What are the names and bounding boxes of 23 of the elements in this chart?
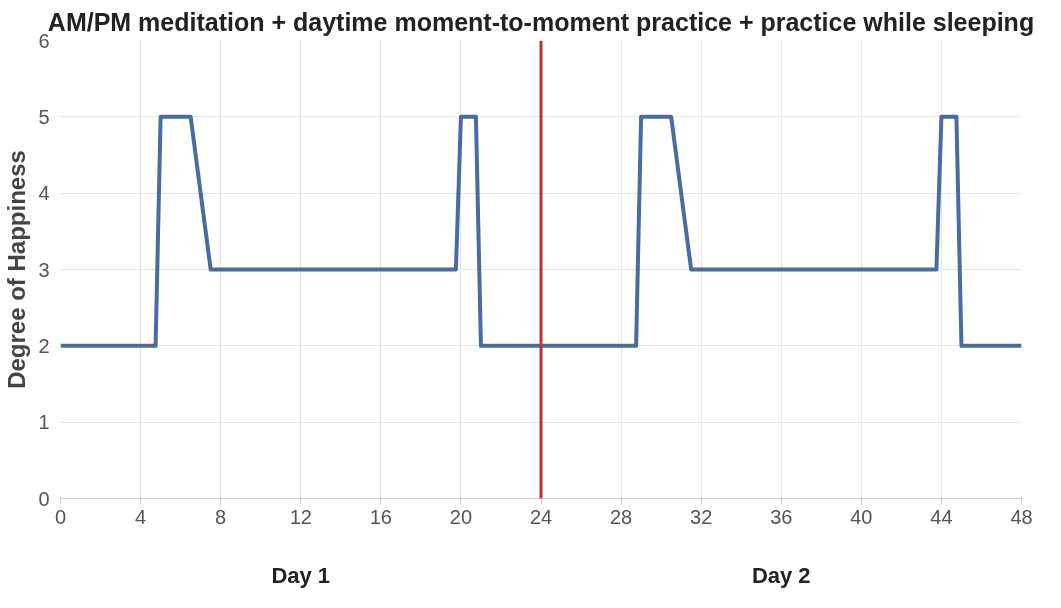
x-tick-label: 16 — [369, 505, 392, 528]
x-tick-label: 40 — [850, 505, 873, 528]
y-tick-label: 2 — [38, 334, 50, 357]
y-tick-label: 0 — [38, 487, 50, 510]
x-tick-label: 44 — [930, 505, 953, 528]
y-tick-label: 3 — [38, 258, 50, 281]
x-tick-label: 8 — [215, 505, 227, 528]
x-tick-label: 12 — [289, 505, 312, 528]
text: Day 2 — [751, 562, 811, 588]
x-tick-label: 32 — [690, 505, 713, 528]
text: Day 1 — [271, 562, 331, 588]
x-tick-label: 4 — [135, 505, 147, 528]
x-tick-label: 20 — [449, 505, 473, 528]
x-tick-label: 24 — [529, 505, 553, 528]
y-tick-label: 1 — [38, 411, 50, 434]
y-tick-label: 5 — [38, 105, 50, 128]
x-tick-label: 28 — [609, 505, 633, 528]
y-tick-label: 4 — [38, 182, 50, 205]
x-tick-label: 0 — [54, 505, 67, 528]
x-tick-label: 48 — [1010, 505, 1033, 528]
y-axis-title: Degree of Happiness — [3, 150, 31, 389]
chart-title: AM/PM meditation + daytime moment-to-moment practice + practice while sleeping — [47, 7, 1035, 36]
x-tick-label: 36 — [770, 505, 793, 528]
